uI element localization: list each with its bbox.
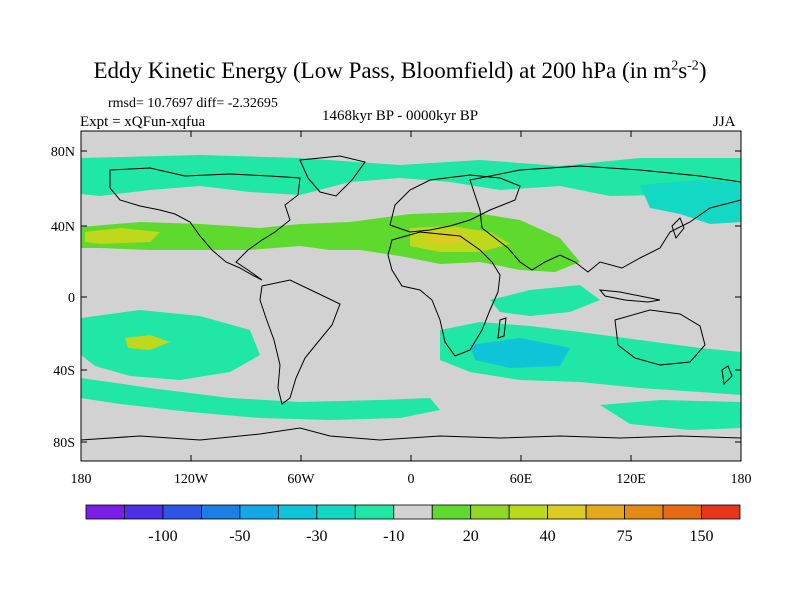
- colorbar-label: -10: [383, 528, 404, 545]
- x-tick-label: 180: [731, 472, 752, 487]
- colorbar-swatch: [85, 504, 125, 520]
- period-label: 1468kyr BP - 0000kyr BP: [322, 108, 479, 124]
- colorbar-swatch: [124, 504, 164, 520]
- map-title: Eddy Kinetic Energy (Low Pass, Bloomfiel…: [93, 58, 707, 83]
- y-tick-label: 80S: [53, 436, 75, 451]
- colorbar-swatch: [701, 504, 741, 520]
- colorbar-swatch: [470, 504, 510, 520]
- colorbar-label: 75: [617, 528, 633, 545]
- colorbar-label: 20: [463, 528, 479, 545]
- y-tick-label: 80N: [51, 145, 75, 160]
- x-tick-label: 120W: [174, 472, 209, 487]
- colorbar-swatch: [162, 504, 202, 520]
- colorbar-label: 40: [540, 528, 556, 545]
- field-patch-north-pacific: [640, 180, 741, 224]
- colorbar: -100 -50 -30 -10 20 40 75 150: [85, 504, 741, 545]
- coastline-madagascar: [497, 317, 507, 339]
- x-tick-label: 0: [408, 472, 415, 487]
- field-patch-south-pacific: [81, 310, 260, 380]
- colorbar-swatch: [624, 504, 664, 520]
- x-tick-label: 60E: [510, 472, 533, 487]
- x-tick-label: 60W: [287, 472, 315, 487]
- y-tick-label: 0: [68, 291, 75, 306]
- field-patch-north-band: [81, 155, 741, 198]
- coastline-new-zealand: [721, 365, 733, 386]
- coastline-asia: [469, 165, 741, 273]
- field-patch-southern-ocean: [600, 400, 741, 430]
- coastline-africa: [387, 231, 501, 357]
- field-patch-southern-band: [81, 378, 440, 420]
- y-tick-label: 40S: [53, 364, 75, 379]
- field-patch-tropical-atlantic: [490, 285, 600, 316]
- coastline-north-america: [109, 167, 301, 281]
- colorbar-swatch: [201, 504, 241, 520]
- field-layer: [81, 131, 741, 461]
- axis-tick-labels: 180 120W 60W 0 60E 120E 180 80N 40N 0 40S 80S: [51, 145, 752, 487]
- colorbar-swatch: [316, 504, 356, 520]
- field-patch-mideast-max: [425, 232, 470, 245]
- coastline-indonesia: [598, 289, 661, 303]
- colorbar-label: -50: [229, 528, 250, 545]
- colorbar-swatch: [662, 504, 702, 520]
- colorbar-swatch: [585, 504, 625, 520]
- colorbar-label: -100: [148, 528, 177, 545]
- season-label: JJA: [713, 114, 736, 130]
- field-patch-35n-core: [85, 228, 160, 244]
- colorbar-swatch: [239, 504, 279, 520]
- field-patch-south-pacific-core: [125, 335, 170, 350]
- coastline-australia: [614, 309, 706, 366]
- field-patch-south-indian-core: [470, 338, 570, 368]
- coastline-japan: [671, 217, 685, 240]
- coastline-antarctica: [81, 427, 741, 441]
- colorbar-swatch: [508, 504, 549, 520]
- colorbar-label: -30: [306, 528, 327, 545]
- colorbar-label: 150: [690, 528, 714, 545]
- experiment-label: Expt = xQFun-xqfua: [80, 114, 206, 130]
- stats-label: rmsd= 10.7697 diff= -2.32695: [108, 96, 278, 111]
- coastlines: [81, 155, 741, 441]
- colorbar-swatch: [431, 504, 472, 520]
- coastline-europe: [389, 174, 521, 233]
- x-tick-label: 120E: [616, 472, 646, 487]
- colorbar-swatch: [393, 504, 433, 520]
- y-tick-label: 40N: [51, 220, 75, 235]
- colorbar-swatch: [354, 504, 395, 520]
- colorbar-swatch: [277, 504, 318, 520]
- coastline-greenland: [299, 155, 366, 197]
- colorbar-swatch: [547, 504, 587, 520]
- axis-ticks: [80, 131, 742, 461]
- x-tick-label: 180: [71, 472, 92, 487]
- coastline-south-america: [259, 279, 341, 405]
